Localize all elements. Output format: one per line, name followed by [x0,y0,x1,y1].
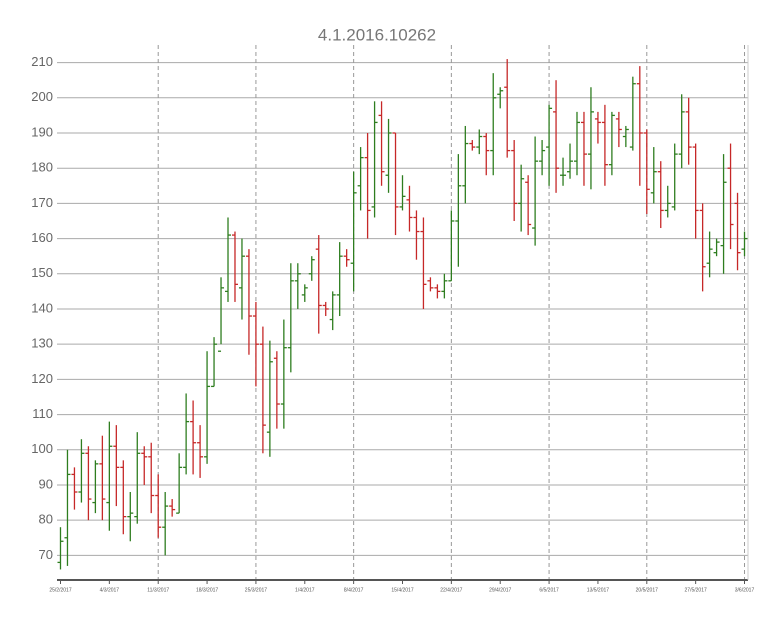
y-tick-label: 70 [39,547,53,562]
chart-title: 4.1.2016.10262 [318,25,436,44]
y-tick-label: 160 [31,230,53,245]
x-tick-label: 11/3/2017 [147,587,169,593]
y-tick-label: 210 [31,54,53,69]
y-tick-label: 180 [31,160,53,175]
y-tick-label: 120 [31,371,53,386]
x-tick-label: 25/2/2017 [49,587,71,593]
x-tick-label: 15/4/2017 [391,587,413,593]
x-tick-label: 29/4/2017 [489,587,511,593]
y-tick-label: 110 [32,406,53,421]
x-tick-label: 8/4/2017 [344,587,364,593]
y-tick-label: 140 [31,300,53,315]
x-tick-label: 13/5/2017 [587,587,609,593]
x-tick-label: 6/5/2017 [539,587,559,593]
y-tick-label: 200 [31,89,53,104]
y-tick-label: 100 [31,441,53,456]
x-tick-label: 3/6/2017 [735,587,755,593]
x-tick-label: 25/3/2017 [245,587,267,593]
y-tick-label: 80 [39,512,53,527]
x-tick-label: 18/3/2017 [196,587,218,593]
x-tick-label: 22/4/2017 [440,587,462,593]
y-tick-label: 130 [31,336,53,351]
y-tick-label: 90 [39,476,53,491]
y-tick-label: 150 [31,265,53,280]
y-tick-label: 170 [31,195,53,210]
x-tick-label: 20/5/2017 [636,587,658,593]
x-tick-label: 1/4/2017 [295,587,315,593]
y-tick-label: 190 [31,124,53,139]
x-tick-label: 4/3/2017 [100,587,120,593]
x-tick-label: 27/5/2017 [685,587,707,593]
